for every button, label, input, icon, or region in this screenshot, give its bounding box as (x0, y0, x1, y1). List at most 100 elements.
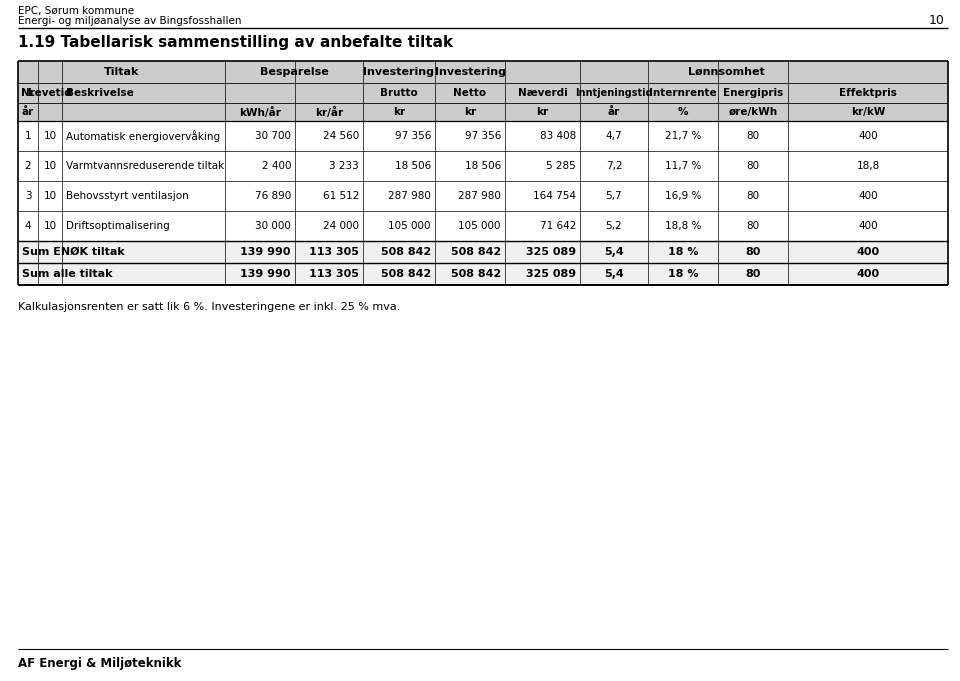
Bar (18, 263, 948, 285)
Text: Sum alle tiltak: Sum alle tiltak (22, 269, 112, 279)
Text: år: år (22, 107, 35, 117)
Text: 5,4: 5,4 (604, 269, 624, 279)
Text: 24 560: 24 560 (323, 131, 359, 141)
Text: 1.19 Tabellarisk sammenstilling av anbefalte tiltak: 1.19 Tabellarisk sammenstilling av anbef… (18, 35, 453, 50)
Text: kr: kr (464, 107, 476, 117)
Text: kr: kr (537, 107, 548, 117)
Text: EPC, Sørum kommune: EPC, Sørum kommune (18, 6, 134, 16)
Text: 10: 10 (929, 14, 945, 27)
Text: 5,2: 5,2 (606, 221, 622, 231)
Text: 1: 1 (25, 131, 32, 141)
Text: 325 089: 325 089 (526, 247, 576, 257)
Text: 325 089: 325 089 (526, 269, 576, 279)
Text: 80: 80 (747, 221, 759, 231)
Text: 18 %: 18 % (668, 269, 698, 279)
Text: 287 980: 287 980 (458, 191, 501, 201)
Text: 113 305: 113 305 (309, 269, 359, 279)
Text: Internrente: Internrente (649, 88, 717, 98)
Text: 113 305: 113 305 (309, 247, 359, 257)
Text: 5,7: 5,7 (606, 191, 622, 201)
Text: 3: 3 (25, 191, 32, 201)
Text: 18 %: 18 % (668, 247, 698, 257)
Text: Tiltak: Tiltak (104, 67, 139, 77)
Text: 21,7 %: 21,7 % (665, 131, 701, 141)
Text: 400: 400 (858, 131, 877, 141)
Text: 164 754: 164 754 (533, 191, 576, 201)
Text: Behovsstyrt ventilasjon: Behovsstyrt ventilasjon (66, 191, 189, 201)
Text: Investering: Investering (435, 67, 506, 77)
Text: år: år (608, 107, 620, 117)
Text: 7,2: 7,2 (606, 161, 622, 171)
Text: 76 890: 76 890 (254, 191, 291, 201)
Bar (18, 241, 948, 263)
Text: 83 408: 83 408 (540, 131, 576, 141)
Text: 16,9 %: 16,9 % (665, 191, 701, 201)
Text: 24 000: 24 000 (323, 221, 359, 231)
Text: 105 000: 105 000 (459, 221, 501, 231)
Text: Brutto: Brutto (380, 88, 418, 98)
Bar (18, 61, 948, 121)
Text: Investering: Investering (364, 67, 435, 77)
Text: 400: 400 (856, 269, 879, 279)
Text: kr: kr (393, 107, 405, 117)
Text: 4: 4 (25, 221, 32, 231)
Text: Netto: Netto (453, 88, 487, 98)
Text: Automatisk energiovervåking: Automatisk energiovervåking (66, 130, 220, 142)
Text: øre/kWh: øre/kWh (729, 107, 778, 117)
Text: 80: 80 (745, 247, 760, 257)
Text: Sum ENØK tiltak: Sum ENØK tiltak (22, 247, 125, 257)
Text: Effektpris: Effektpris (839, 88, 897, 98)
Text: 400: 400 (856, 247, 879, 257)
Text: 10: 10 (43, 221, 57, 231)
Text: 508 842: 508 842 (381, 269, 431, 279)
Text: 80: 80 (747, 191, 759, 201)
Text: 508 842: 508 842 (381, 247, 431, 257)
Text: 139 990: 139 990 (241, 247, 291, 257)
Text: 18 506: 18 506 (395, 161, 431, 171)
Text: Nr: Nr (21, 88, 35, 98)
Text: 4,7: 4,7 (606, 131, 622, 141)
Text: 18,8 %: 18,8 % (665, 221, 701, 231)
Text: kWh/år: kWh/år (239, 106, 281, 118)
Text: Varmtvannsreduserende tiltak: Varmtvannsreduserende tiltak (66, 161, 225, 171)
Text: 5,4: 5,4 (604, 247, 624, 257)
Text: 508 842: 508 842 (451, 247, 501, 257)
Bar (18, 151, 948, 181)
Text: 61 512: 61 512 (323, 191, 359, 201)
Text: AF Energi & Miljøteknikk: AF Energi & Miljøteknikk (18, 656, 181, 669)
Text: 80: 80 (747, 131, 759, 141)
Text: 30 000: 30 000 (255, 221, 291, 231)
Text: 97 356: 97 356 (395, 131, 431, 141)
Text: 105 000: 105 000 (389, 221, 431, 231)
Text: Energipris: Energipris (723, 88, 783, 98)
Text: 18 506: 18 506 (465, 161, 501, 171)
Text: Driftsoptimalisering: Driftsoptimalisering (66, 221, 170, 231)
Text: 400: 400 (858, 221, 877, 231)
Text: 10: 10 (43, 131, 57, 141)
Text: Lønnsomhet: Lønnsomhet (688, 67, 765, 77)
Text: 10: 10 (43, 191, 57, 201)
Bar (18, 181, 948, 211)
Text: Levetid: Levetid (28, 88, 72, 98)
Text: %: % (678, 107, 688, 117)
Text: Kalkulasjonsrenten er satt lik 6 %. Investeringene er inkl. 25 % mva.: Kalkulasjonsrenten er satt lik 6 %. Inve… (18, 302, 400, 312)
Text: kr/år: kr/år (315, 106, 343, 118)
Text: 10: 10 (43, 161, 57, 171)
Text: 400: 400 (858, 191, 877, 201)
Text: Besparelse: Besparelse (259, 67, 328, 77)
Text: Beskrivelse: Beskrivelse (66, 88, 133, 98)
Text: kr/kW: kr/kW (851, 107, 885, 117)
Text: Energi- og miljøanalyse av Bingsfosshallen: Energi- og miljøanalyse av Bingsfosshall… (18, 16, 242, 26)
Text: 139 990: 139 990 (241, 269, 291, 279)
Text: 97 356: 97 356 (465, 131, 501, 141)
Text: 3 233: 3 233 (329, 161, 359, 171)
Text: 287 980: 287 980 (388, 191, 431, 201)
Text: 2 400: 2 400 (261, 161, 291, 171)
Text: Næverdi: Næverdi (517, 88, 567, 98)
Text: 508 842: 508 842 (451, 269, 501, 279)
Text: 5 285: 5 285 (546, 161, 576, 171)
Text: 80: 80 (745, 269, 760, 279)
Text: 30 700: 30 700 (255, 131, 291, 141)
Bar (18, 211, 948, 241)
Text: 2: 2 (25, 161, 32, 171)
